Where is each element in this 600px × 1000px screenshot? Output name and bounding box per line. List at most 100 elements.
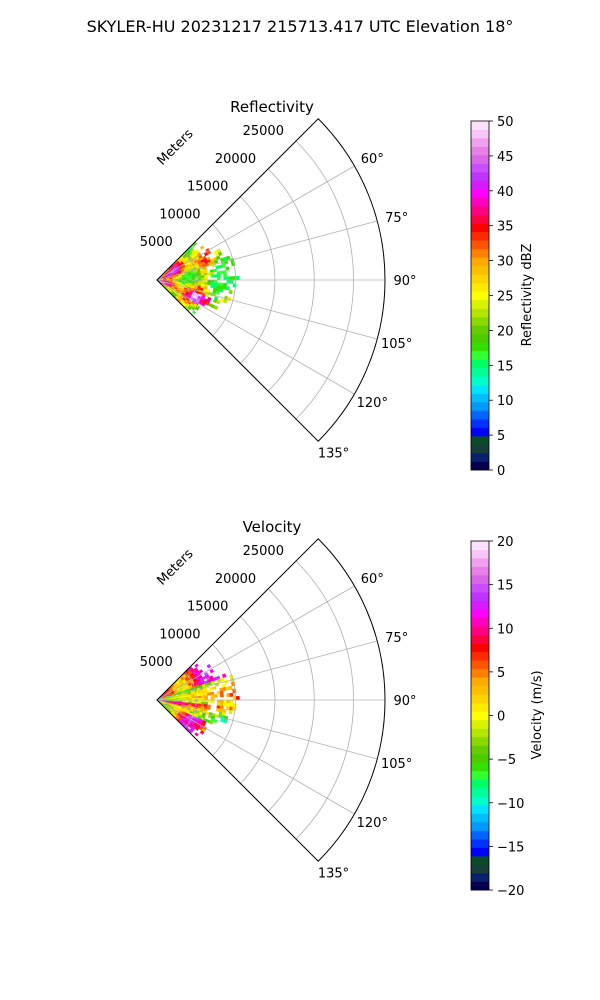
data-cell xyxy=(216,271,221,275)
colorbar-segment xyxy=(471,677,489,687)
colorbar-segment xyxy=(471,325,489,335)
colorbar-tick-label: 50 xyxy=(497,115,514,130)
colorbar-segment xyxy=(471,736,489,746)
colorbar-tick-label: 40 xyxy=(497,185,514,200)
colorbar-segment xyxy=(471,821,489,831)
azimuth-tick-label: 60° xyxy=(361,152,384,167)
azimuth-tick-label: 135° xyxy=(318,867,349,882)
azimuth-spoke xyxy=(156,165,355,281)
colorbar-segment xyxy=(471,316,489,326)
colorbar-segment xyxy=(471,770,489,780)
colorbar-segment xyxy=(471,651,489,661)
colorbar-tick-label: 10 xyxy=(497,622,514,637)
colorbar-segment xyxy=(471,830,489,840)
data-cell xyxy=(210,274,215,278)
data-cell xyxy=(206,663,212,669)
azimuth-spoke xyxy=(156,220,378,281)
colorbar-segment xyxy=(471,180,489,190)
colorbar-segment xyxy=(471,685,489,695)
data-cell xyxy=(204,695,208,699)
colorbar-tick-label: 45 xyxy=(497,150,514,165)
colorbar-segment xyxy=(471,197,489,207)
colorbar-segment xyxy=(471,257,489,267)
data-cell xyxy=(209,668,215,674)
colorbar-segment xyxy=(471,626,489,636)
reflectivity-wedge-outline xyxy=(156,118,386,442)
data-cell xyxy=(197,695,202,699)
colorbar-tick-label: 0 xyxy=(497,464,505,479)
colorbar-segment xyxy=(471,617,489,627)
colorbar-segment xyxy=(471,376,489,386)
colorbar-segment xyxy=(471,558,489,567)
colorbar-segment xyxy=(471,702,489,712)
colorbar-segment xyxy=(471,146,489,156)
colorbar-segment xyxy=(471,444,489,454)
data-cell xyxy=(216,702,221,707)
data-cell xyxy=(236,695,240,701)
colorbar-segment xyxy=(471,694,489,704)
data-cell xyxy=(220,699,224,704)
data-cell xyxy=(223,273,227,278)
data-cell xyxy=(229,692,234,697)
figure-suptitle: SKYLER-HU 20231217 215713.417 UTC Elevat… xyxy=(87,17,514,36)
reflectivity-axis-labels: 5000 10000 15000 20000 25000 60° 75° 90° 105° 120… xyxy=(140,124,417,462)
colorbar-segment xyxy=(471,138,489,147)
radial-tick-label: 10000 xyxy=(159,627,200,642)
colorbar-segment xyxy=(471,214,489,224)
colorbar-segment xyxy=(471,838,489,848)
colorbar-segment xyxy=(471,393,489,403)
colorbar-segment xyxy=(471,418,489,428)
reflectivity-colorbar: 0 5 10 15 20 25 30 35 40 45 50 xyxy=(470,115,514,479)
data-cell xyxy=(201,302,206,307)
data-cell xyxy=(213,305,219,310)
data-cell xyxy=(226,703,231,707)
data-cell xyxy=(199,245,205,250)
colorbar-segment xyxy=(471,813,489,823)
data-cell xyxy=(219,677,225,682)
radial-tick-label: 25000 xyxy=(243,544,284,559)
radial-tick-label: 15000 xyxy=(187,600,228,615)
data-cell xyxy=(226,693,231,697)
colorbar-tick-label: 5 xyxy=(497,429,505,444)
data-cell xyxy=(210,694,215,698)
data-cell xyxy=(226,279,231,284)
data-cell xyxy=(194,663,199,668)
colorbar-segment xyxy=(471,643,489,653)
colorbar-tick-label: 10 xyxy=(497,394,514,409)
colorbar-segment xyxy=(471,549,489,559)
data-cell xyxy=(228,685,233,691)
data-cell xyxy=(217,276,221,281)
colorbar-segment xyxy=(471,787,489,797)
azimuth-tick-label: 135° xyxy=(318,447,349,462)
colorbar-tick-label: 30 xyxy=(497,255,514,270)
colorbar-segment xyxy=(471,291,489,301)
azimuth-spoke xyxy=(156,279,378,340)
data-cell xyxy=(221,673,227,679)
colorbar-segment xyxy=(471,745,489,755)
colorbar-tick-label: −20 xyxy=(497,884,524,899)
data-cell xyxy=(225,286,230,291)
colorbar-segment xyxy=(471,206,489,216)
data-cell xyxy=(221,263,226,268)
azimuth-spoke xyxy=(156,640,378,701)
data-cell xyxy=(212,685,217,690)
data-cell xyxy=(207,282,212,286)
colorbar-segment xyxy=(471,248,489,258)
velocity-colorbar-label: Velocity (m/s) xyxy=(530,670,545,759)
azimuth-spoke xyxy=(156,279,355,395)
colorbar-tick-label: 35 xyxy=(497,220,514,235)
azimuth-tick-label: 105° xyxy=(381,337,412,352)
data-cell xyxy=(194,306,200,311)
colorbar-segment xyxy=(471,223,489,233)
colorbar-segment xyxy=(471,231,489,241)
azimuth-tick-label: 60° xyxy=(361,572,384,587)
data-cell xyxy=(219,690,224,695)
azimuth-spoke xyxy=(156,699,355,815)
data-cell xyxy=(197,275,202,279)
data-cell xyxy=(229,699,234,704)
data-cell xyxy=(222,270,227,275)
data-cell xyxy=(206,250,212,255)
colorbar-segment xyxy=(471,779,489,789)
radial-tick-label: 20000 xyxy=(215,152,256,167)
data-cell xyxy=(223,276,228,281)
